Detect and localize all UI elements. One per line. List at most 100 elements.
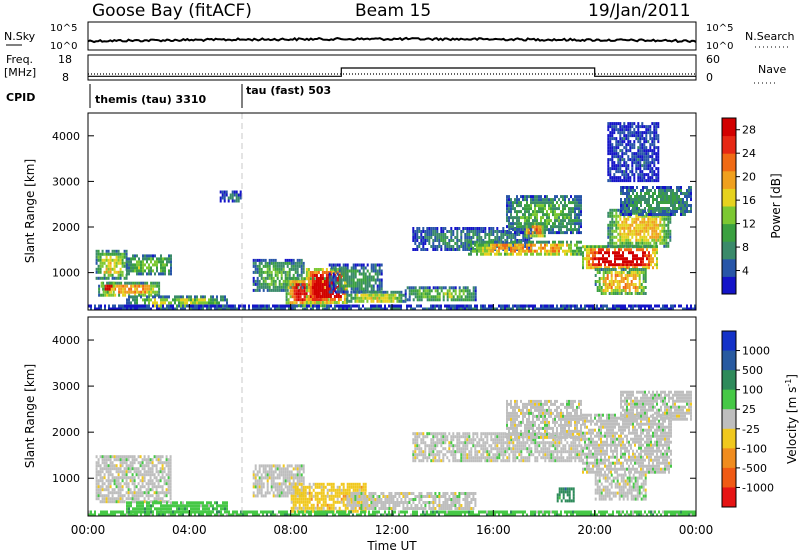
heatmap-cell-0 <box>107 249 110 253</box>
heatmap-cell-9 <box>358 263 361 267</box>
heatmap-cell-18 <box>622 201 624 204</box>
heatmap-cell-10 <box>356 293 359 297</box>
heatmap-cell-0 <box>99 488 102 492</box>
heatmap-cell-1 <box>138 269 140 273</box>
heatmap-cell-20 <box>637 158 640 162</box>
heatmap-cell-1 <box>160 257 162 261</box>
heatmap-cell-0 <box>153 482 156 486</box>
heatmap-cell-6 <box>252 282 255 286</box>
heatmap-cell-6 <box>302 264 305 268</box>
heatmap-cell-21 <box>200 307 202 311</box>
heatmap-cell-16 <box>592 251 594 255</box>
heatmap-cell-14 <box>562 210 564 214</box>
heatmap-cell-8 <box>305 268 308 271</box>
heatmap-cell-20 <box>623 158 626 162</box>
heatmap-cell-0 <box>121 500 124 504</box>
heatmap-cell-6 <box>286 288 289 292</box>
heatmap-cell-19 <box>640 292 643 295</box>
heatmap-cell-18 <box>648 189 650 192</box>
heatmap-cell-7 <box>301 289 304 293</box>
heatmap-cell-16 <box>596 263 598 267</box>
heatmap-cell-17 <box>667 214 670 218</box>
heatmap-cell-18 <box>664 192 666 195</box>
heatmap-cell-18 <box>686 195 688 198</box>
heatmap-cell-0 <box>119 258 122 262</box>
heatmap-cell-21 <box>464 304 466 308</box>
heatmap-cell-0 <box>103 261 106 265</box>
heatmap-cell-21 <box>586 304 588 308</box>
heatmap-cell-11 <box>404 298 407 302</box>
heatmap-cell-21 <box>160 307 162 311</box>
heatmap-cell-12 <box>520 227 523 230</box>
heatmap-cell-16 <box>606 260 608 264</box>
heatmap-cell-12 <box>488 236 491 239</box>
heatmap-cell-17 <box>617 220 620 224</box>
heatmap-cell-17 <box>611 217 614 221</box>
heatmap-cell-14 <box>510 231 512 235</box>
heatmap-cell-4 <box>150 298 152 302</box>
heatmap-cell-11 <box>434 295 437 299</box>
heatmap-cell-17 <box>659 217 662 221</box>
heatmap-cell-13 <box>532 249 534 253</box>
heatmap-cell-21 <box>378 307 380 311</box>
heatmap-cell-20 <box>615 164 618 168</box>
heatmap-cell-17 <box>609 208 612 212</box>
heatmap-cell-0 <box>127 494 130 498</box>
heatmap-cell-12 <box>460 236 463 239</box>
heatmap-cell-21 <box>574 307 576 311</box>
heatmap-cell-7 <box>289 295 292 299</box>
heatmap-cell-0 <box>115 497 118 501</box>
heatmap-cell-0 <box>159 479 162 483</box>
heatmap-cell-21 <box>128 304 130 308</box>
heatmap-cell-17 <box>617 238 620 242</box>
heatmap-cell-14 <box>576 231 578 235</box>
heatmap-cell-13 <box>478 246 480 250</box>
heatmap-cell-1 <box>152 263 154 267</box>
heatmap-cell-17 <box>655 241 658 245</box>
heatmap-cell-0 <box>95 494 98 498</box>
heatmap-cell-17 <box>665 244 668 248</box>
heatmap-cell-6 <box>274 261 277 265</box>
heatmap-cell-12 <box>428 242 431 245</box>
heatmap-cell-1 <box>170 263 172 267</box>
heatmap-cell-14 <box>558 228 560 232</box>
heatmap-cell-6 <box>268 273 271 277</box>
heatmap-cell-9 <box>342 272 345 276</box>
heatmap-cell-21 <box>406 307 408 311</box>
heatmap-cell-18 <box>686 192 688 195</box>
heatmap-cell-13 <box>538 240 540 244</box>
heatmap-cell-21 <box>206 307 208 311</box>
heatmap-cell-12 <box>468 227 471 230</box>
heatmap-cell-17 <box>629 232 632 236</box>
heatmap-cell-8 <box>325 283 328 286</box>
heatmap-cell-8 <box>305 283 308 286</box>
heatmap-cell-21 <box>532 307 534 311</box>
heatmap-cell-15 <box>543 228 546 232</box>
heatmap-cell-21 <box>392 304 394 308</box>
heatmap-cell-21 <box>602 307 604 311</box>
heatmap-cell-20 <box>643 161 646 165</box>
heatmap-cell-1 <box>126 269 128 273</box>
heatmap-cell-8 <box>307 268 310 271</box>
heatmap-cell-14 <box>512 216 514 220</box>
heatmap-cell-16 <box>634 263 636 267</box>
heatmap-cell-17 <box>607 211 610 215</box>
heatmap-cell-19 <box>612 292 615 295</box>
heatmap-cell-0 <box>121 476 124 480</box>
heatmap-cell-0 <box>121 464 124 468</box>
heatmap-cell-20 <box>607 158 610 162</box>
heatmap-cell-6 <box>266 273 269 277</box>
heatmap-cell-15 <box>523 234 526 238</box>
heatmap-cell-0 <box>129 467 132 471</box>
heatmap-cell-7 <box>301 277 304 281</box>
heatmap-cell-8 <box>309 283 312 286</box>
heatmap-cell-6 <box>298 261 301 265</box>
heatmap-cell-17 <box>647 238 650 242</box>
heatmap-cell-21 <box>126 304 128 308</box>
heatmap-cell-19 <box>596 286 599 289</box>
heatmap-cell-21 <box>264 304 266 308</box>
heatmap-cell-0 <box>99 455 102 459</box>
heatmap-cell-19 <box>596 271 599 274</box>
heatmap-cell-19 <box>620 277 623 280</box>
heatmap-cell-11 <box>472 286 475 290</box>
